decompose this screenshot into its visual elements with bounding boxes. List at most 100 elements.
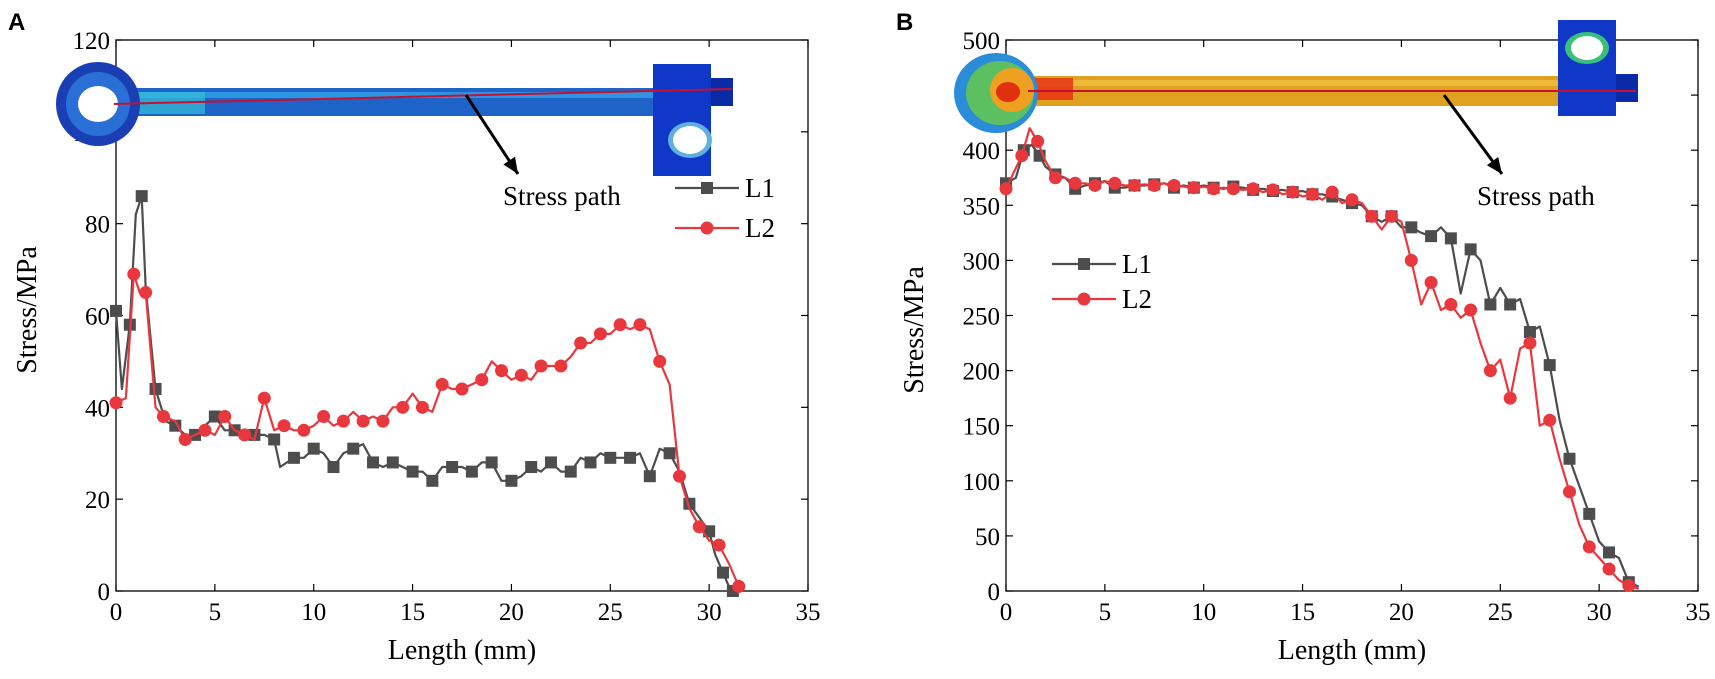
data-point [218, 410, 232, 424]
data-point [999, 182, 1013, 196]
y-tick-label: 400 [963, 138, 1001, 165]
data-point [336, 414, 350, 428]
data-point [1187, 181, 1201, 195]
data-point [139, 286, 153, 300]
data-point [584, 456, 597, 469]
data-point [127, 267, 141, 281]
legend-label: L2 [1122, 284, 1152, 314]
x-tick-label: 30 [1587, 599, 1612, 626]
x-tick-label: 15 [400, 599, 425, 626]
data-point [1523, 326, 1536, 339]
data-point [277, 419, 291, 433]
data-point [356, 414, 370, 428]
panel-letter: B [896, 9, 913, 36]
chart-panel-b: B051015202530350501001502002503003504004… [896, 9, 1711, 666]
data-point [367, 456, 380, 469]
annotation-label: Stress path [503, 181, 621, 211]
data-point [347, 442, 360, 455]
data-point [1147, 178, 1161, 192]
x-tick-label: 0 [110, 599, 123, 626]
x-tick-label: 25 [598, 599, 623, 626]
data-point [198, 423, 212, 437]
y-tick-label: 50 [975, 524, 1000, 551]
x-tick-label: 10 [1191, 599, 1216, 626]
y-tick-label: 20 [85, 487, 110, 514]
fea-clamp-hole [1571, 36, 1603, 60]
data-point [1207, 182, 1221, 196]
data-point [287, 451, 300, 464]
data-point [1464, 303, 1478, 317]
y-tick-label: 300 [963, 248, 1001, 275]
data-point [613, 318, 627, 332]
data-point [406, 465, 419, 478]
legend-entry-l1: L1 [675, 173, 775, 203]
data-point [1385, 209, 1399, 223]
x-tick-label: 25 [1488, 599, 1513, 626]
data-point [1068, 176, 1082, 190]
fea-illustration [56, 62, 733, 176]
data-point [1365, 209, 1379, 223]
data-point [514, 368, 528, 382]
data-point [564, 465, 577, 478]
x-axis-label: Length (mm) [1278, 635, 1427, 666]
fea-bar-highlight [127, 92, 667, 98]
y-tick-label: 0 [988, 579, 1001, 606]
fea-eye-hole [78, 86, 118, 122]
data-point [593, 327, 607, 341]
data-point [1404, 253, 1418, 267]
data-point [1622, 578, 1636, 592]
data-point [712, 538, 726, 552]
data-point [1305, 187, 1319, 201]
y-tick-label: 250 [963, 304, 1001, 331]
legend-entry-l1: L1 [1052, 249, 1152, 279]
data-point [110, 304, 122, 317]
data-point [1602, 562, 1616, 576]
data-point [1286, 185, 1300, 199]
data-point [534, 359, 548, 373]
x-tick-label: 15 [1290, 599, 1315, 626]
stress-path-line [113, 88, 733, 105]
series-l2 [999, 127, 1640, 592]
data-point [1167, 178, 1181, 192]
y-axis-label: Stress/MPa [899, 266, 930, 394]
legend-label: L1 [745, 173, 775, 203]
legend-marker [1078, 258, 1090, 270]
data-point [1425, 230, 1438, 243]
fea-clamp-hole [673, 126, 707, 154]
y-tick-label: 200 [963, 359, 1001, 386]
series-l2 [109, 267, 746, 593]
data-point [653, 354, 667, 368]
data-point [327, 461, 340, 474]
data-point [1582, 540, 1596, 554]
data-point [156, 410, 170, 424]
data-point [1503, 391, 1517, 405]
data-point [495, 364, 509, 378]
data-point [307, 442, 320, 455]
fea-illustration [954, 20, 1638, 133]
chart-panel-a: A05101520253035020406080100120Length (mm… [8, 9, 821, 666]
data-point [1543, 413, 1557, 427]
data-point [1444, 297, 1458, 311]
data-point [426, 474, 439, 487]
data-point [525, 461, 538, 474]
data-point [475, 373, 489, 387]
data-point [633, 318, 647, 332]
data-point [109, 396, 123, 410]
data-point [624, 451, 637, 464]
data-point [435, 377, 449, 391]
data-point [1543, 359, 1556, 372]
data-point [1483, 364, 1497, 378]
annotation-arrow-head [1486, 156, 1502, 174]
data-point [1444, 232, 1457, 245]
series-l1 [110, 190, 739, 597]
y-tick-label: 350 [963, 193, 1001, 220]
data-point [485, 456, 498, 469]
fea-bar-hotspot [1033, 78, 1073, 100]
y-tick-label: 150 [963, 414, 1001, 441]
data-point [505, 474, 518, 487]
fea-clamp [653, 64, 711, 176]
data-point [1504, 298, 1517, 311]
data-point [238, 428, 252, 442]
data-point [386, 456, 399, 469]
